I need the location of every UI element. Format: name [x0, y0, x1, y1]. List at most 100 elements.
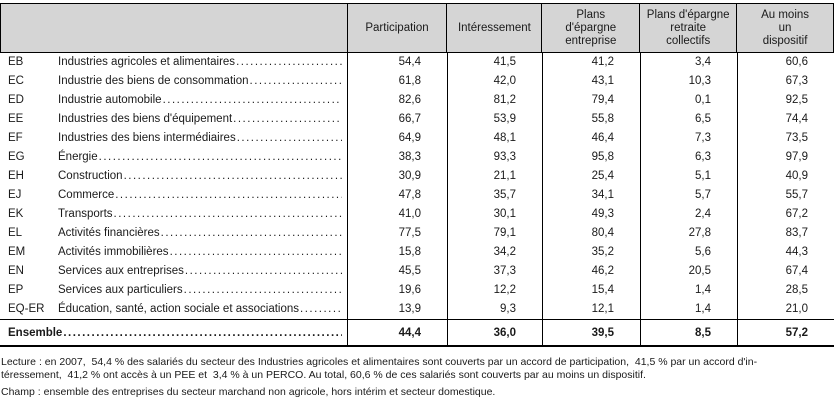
value-interessement: 81,2: [447, 91, 542, 110]
value-pee: 35,2: [542, 243, 640, 262]
table-row: EG Énergie 38,3 93,3 95,8 6,3 97,9: [0, 148, 834, 167]
table-row: EB Industries agricoles et alimentaires …: [0, 53, 834, 72]
value-interessement: 21,1: [447, 167, 542, 186]
value-pee: 79,4: [542, 91, 640, 110]
table-row: ED Industrie automobile 82,6 81,2 79,4 0…: [0, 91, 834, 110]
sector-code: EQ-ER: [8, 303, 45, 315]
sector-label: Industries agricoles et alimentaires: [58, 56, 236, 68]
value-interessement: 93,3: [447, 148, 542, 167]
table-body: EB Industries agricoles et alimentaires …: [0, 53, 834, 319]
sector-label: Industrie automobile: [58, 94, 162, 106]
row-label-cell: EN Services aux entreprises: [0, 262, 347, 281]
column-header-participation: Participation: [346, 4, 447, 52]
value-interessement: 42,0: [447, 72, 542, 91]
sector-code: EE: [8, 113, 24, 125]
leader-dots: [124, 167, 342, 186]
leader-dots: [170, 243, 342, 262]
value-participation: 47,8: [347, 186, 447, 205]
total-value-perco: 8,5: [640, 320, 737, 345]
leader-dots: [185, 262, 342, 281]
value-au-moins-un: 21,0: [737, 300, 834, 319]
value-pee: 15,4: [542, 281, 640, 300]
table-row: EQ-ER Éducation, santé, action sociale e…: [0, 300, 834, 319]
sector-code: ED: [8, 94, 24, 106]
value-participation: 41,0: [347, 205, 447, 224]
value-au-moins-un: 55,7: [737, 186, 834, 205]
value-participation: 82,6: [347, 91, 447, 110]
total-label: Ensemble: [8, 327, 63, 339]
sector-label: Industries des biens d'équipement: [58, 113, 233, 125]
value-participation: 77,5: [347, 224, 447, 243]
value-pee: 49,3: [542, 205, 640, 224]
table-header-row: Participation Intéressement Plans d'épar…: [0, 3, 834, 53]
leader-dots: [236, 53, 342, 72]
sector-code: EP: [8, 284, 24, 296]
value-interessement: 9,3: [447, 300, 542, 319]
total-value-au-moins-un: 57,2: [737, 320, 834, 345]
value-au-moins-un: 73,5: [737, 129, 834, 148]
table-row: EM Activités immobilières 15,8 34,2 35,2…: [0, 243, 834, 262]
value-participation: 15,8: [347, 243, 447, 262]
leader-dots: [184, 281, 342, 300]
table-row: EP Services aux particuliers 19,6 12,2 1…: [0, 281, 834, 300]
leader-dots: [250, 72, 343, 91]
header-cell-empty: [1, 4, 347, 52]
row-label-cell: EK Transports: [0, 205, 347, 224]
value-interessement: 48,1: [447, 129, 542, 148]
total-row: Ensemble 44,4 36,0 39,5 8,5 57,2: [0, 319, 834, 345]
row-label-cell: EP Services aux particuliers: [0, 281, 347, 300]
sector-code: EM: [8, 246, 26, 258]
value-pee: 80,4: [542, 224, 640, 243]
sector-code: EJ: [8, 189, 22, 201]
row-label-cell: EJ Commerce: [0, 186, 347, 205]
sector-label: Industries des biens intermédiaires: [58, 132, 236, 144]
value-interessement: 79,1: [447, 224, 542, 243]
value-pee: 46,4: [542, 129, 640, 148]
value-au-moins-un: 28,5: [737, 281, 834, 300]
sector-code: EN: [8, 265, 24, 277]
sector-label: Activités immobilières: [58, 246, 169, 258]
footnotes: Lecture : en 2007, 54,4 % des salariés d…: [1, 356, 839, 399]
leader-dots: [114, 205, 342, 224]
sector-code: EH: [8, 170, 24, 182]
value-perco: 7,3: [640, 129, 737, 148]
value-pee: 34,1: [542, 186, 640, 205]
sector-code: EL: [8, 227, 23, 239]
row-label-cell: EB Industries agricoles et alimentaires: [0, 53, 347, 72]
value-perco: 27,8: [640, 224, 737, 243]
value-perco: 3,4: [640, 53, 737, 72]
value-au-moins-un: 97,9: [737, 148, 834, 167]
value-pee: 55,8: [542, 110, 640, 129]
total-value-interessement: 36,0: [447, 320, 542, 345]
value-perco: 5,6: [640, 243, 737, 262]
value-au-moins-un: 67,4: [737, 262, 834, 281]
value-pee: 46,2: [542, 262, 640, 281]
table-row: EC Industrie des biens de consommation 6…: [0, 72, 834, 91]
value-perco: 6,3: [640, 148, 737, 167]
value-au-moins-un: 40,9: [737, 167, 834, 186]
leader-dots: [63, 320, 342, 345]
value-pee: 25,4: [542, 167, 640, 186]
champ-note: Champ : ensemble des entreprises du sect…: [1, 386, 496, 398]
sector-label: Transports: [58, 208, 113, 220]
total-label-cell: Ensemble: [0, 320, 347, 345]
column-header-perco: Plans d'épargne retraite collectifs: [639, 4, 736, 52]
value-participation: 66,7: [347, 110, 447, 129]
sector-code: EF: [8, 132, 23, 144]
value-au-moins-un: 74,4: [737, 110, 834, 129]
column-header-au-moins-un: Au moins un dispositif: [736, 4, 833, 52]
leader-dots: [163, 91, 342, 110]
sector-label: Énergie: [58, 151, 98, 163]
value-au-moins-un: 60,6: [737, 53, 834, 72]
value-participation: 38,3: [347, 148, 447, 167]
row-label-cell: EG Énergie: [0, 148, 347, 167]
sector-code: EB: [8, 56, 24, 68]
table-row: EF Industries des biens intermédiaires 6…: [0, 129, 834, 148]
value-interessement: 30,1: [447, 205, 542, 224]
value-pee: 95,8: [542, 148, 640, 167]
value-pee: 43,1: [542, 72, 640, 91]
value-perco: 5,1: [640, 167, 737, 186]
sector-code: EK: [8, 208, 24, 220]
row-label-cell: EQ-ER Éducation, santé, action sociale e…: [0, 300, 347, 319]
